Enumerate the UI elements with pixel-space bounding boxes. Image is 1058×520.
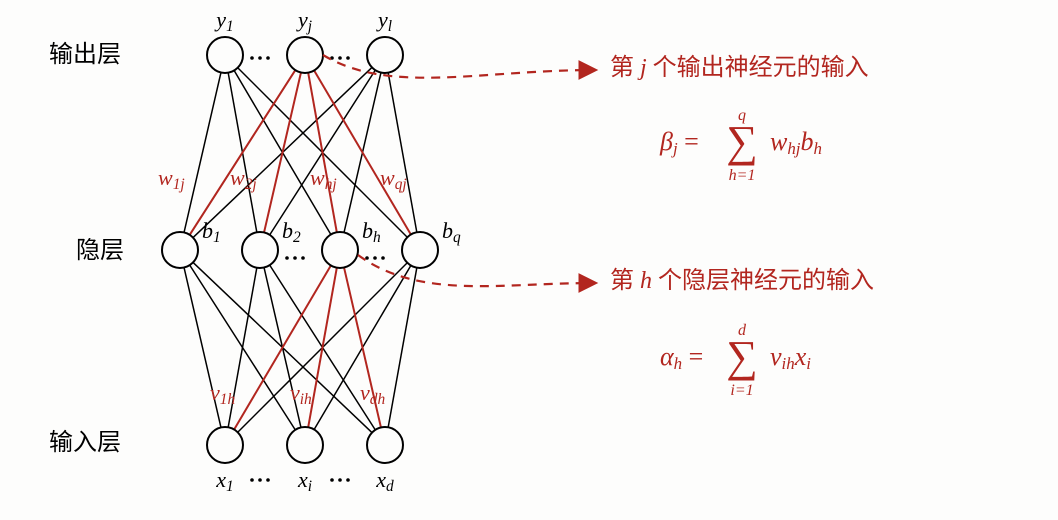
edge-xi-bh xyxy=(308,268,337,428)
layer-label-input: 输入层 xyxy=(49,429,121,456)
node-label-bq: bq xyxy=(442,218,461,246)
edge-bq-yj xyxy=(314,71,411,235)
node-bh xyxy=(322,232,358,268)
node-label-x1: x1 xyxy=(215,467,233,495)
edge-b2-yj xyxy=(264,73,301,233)
edge-xi-b1 xyxy=(190,265,296,430)
ellipsis-output-0 xyxy=(250,56,270,60)
edge-bq-yl xyxy=(388,73,417,233)
node-xi xyxy=(287,427,323,463)
node-y1 xyxy=(207,37,243,73)
edge-label-x1-bh: v1h xyxy=(210,380,235,408)
annotation-arrow-1 xyxy=(358,255,595,286)
edge-label-xd-bh: vdh xyxy=(360,380,385,408)
node-label-b1: b1 xyxy=(202,218,221,246)
node-yj xyxy=(287,37,323,73)
svg-text:q: q xyxy=(738,107,746,124)
edge-label-xi-bh: vih xyxy=(290,380,312,408)
annotation-text-1: 第 h 个隐层神经元的输入 xyxy=(610,267,874,294)
ellipsis-input-1 xyxy=(330,478,350,482)
node-x1 xyxy=(207,427,243,463)
ellipsis-hidden-0 xyxy=(285,256,305,260)
node-bq xyxy=(402,232,438,268)
node-label-y1: y1 xyxy=(214,7,233,35)
layer-label-hidden: 隐层 xyxy=(76,237,124,264)
ellipsis-hidden-1 xyxy=(365,256,385,260)
svg-text:βj =: βj = xyxy=(659,127,699,158)
edge-x1-bh xyxy=(234,266,331,430)
svg-text:vihxi: vihxi xyxy=(770,342,811,373)
edge-label-b1-yj: w1j xyxy=(158,165,185,193)
svg-text:∑: ∑ xyxy=(726,117,758,166)
node-yl xyxy=(367,37,403,73)
node-label-yj: yj xyxy=(296,7,312,35)
annotation-text-0: 第 j 个输出神经元的输入 xyxy=(610,54,869,81)
equation-0: βj = ∑q h=1 whjbh xyxy=(659,107,822,184)
edge-label-bq-yj: wqj xyxy=(380,165,407,193)
node-label-yl: yl xyxy=(376,7,392,35)
node-label-xd: xd xyxy=(375,467,394,495)
edge-b1-yj xyxy=(190,70,296,235)
node-label-bh: bh xyxy=(362,218,381,246)
svg-text:h=1: h=1 xyxy=(729,167,756,184)
svg-text:d: d xyxy=(738,322,747,339)
layer-label-output: 输出层 xyxy=(49,41,121,68)
edge-label-bh-yj: whj xyxy=(310,165,337,193)
svg-text:αh =: αh = xyxy=(660,342,703,373)
svg-text:∑: ∑ xyxy=(726,332,758,381)
node-label-b2: b2 xyxy=(282,218,301,246)
svg-text:i=1: i=1 xyxy=(730,382,753,399)
node-b2 xyxy=(242,232,278,268)
edge-b1-y1 xyxy=(184,73,221,233)
ellipsis-output-1 xyxy=(330,56,350,60)
node-xd xyxy=(367,427,403,463)
svg-text:whjbh: whjbh xyxy=(770,127,822,158)
edge-xd-bq xyxy=(388,268,417,428)
ellipsis-input-0 xyxy=(250,478,270,482)
neural-net-diagram: w1j w2j whj wqj v1h vih vdh 输出层 y1 yj yl 隐层 b1 b2 bh bq… xyxy=(0,0,1058,520)
node-b1 xyxy=(162,232,198,268)
edge-bh-yj xyxy=(308,73,337,233)
equation-1: αh = ∑d i=1 vihxi xyxy=(660,322,811,399)
edge-label-b2-yj: w2j xyxy=(230,165,257,193)
node-label-xi: xi xyxy=(297,467,312,495)
